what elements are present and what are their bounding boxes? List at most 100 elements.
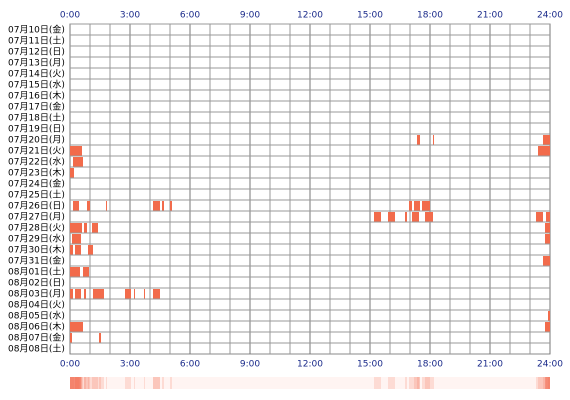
row-label: 07月14日(火)	[8, 69, 65, 80]
activity-segment	[170, 201, 172, 211]
row-label: 07月22日(水)	[8, 156, 65, 168]
summary-segment	[545, 377, 550, 389]
summary-segment	[134, 377, 135, 389]
activity-segment	[548, 311, 550, 321]
activity-segment	[87, 201, 90, 211]
summary-segment	[162, 377, 164, 389]
activity-segment	[134, 289, 135, 299]
activity-segment	[433, 135, 434, 145]
row-label: 08月01日(土)	[8, 266, 65, 278]
summary-segment	[144, 377, 145, 389]
row-label: 07月28日(火)	[8, 223, 65, 234]
row-label: 07月30日(木)	[8, 244, 65, 256]
summary-segment	[83, 377, 89, 389]
activity-segment	[73, 201, 79, 211]
activity-segment	[70, 223, 82, 233]
activity-segment	[83, 267, 89, 277]
row-label: 08月05日(水)	[8, 310, 65, 322]
row-label: 07月12日(日)	[8, 47, 65, 58]
row-label: 07月20日(月)	[8, 135, 65, 146]
summary-segment	[84, 377, 86, 389]
row-label: 07月15日(水)	[8, 79, 65, 91]
activity-segment	[546, 212, 550, 222]
activity-segment	[70, 168, 74, 178]
summary-segment	[545, 377, 550, 389]
summary-segment	[405, 377, 407, 389]
activity-segment	[84, 223, 87, 233]
summary-segment	[70, 377, 73, 389]
summary-segment	[70, 377, 82, 389]
x-tick-label: 12:00	[297, 360, 323, 370]
activity-segment	[72, 234, 81, 244]
row-label: 07月13日(月)	[8, 58, 65, 69]
summary-segment	[70, 377, 82, 389]
row-label: 07月16日(木)	[8, 90, 65, 102]
row-label: 07月21日(火)	[8, 146, 65, 157]
summary-segment	[125, 377, 131, 389]
row-label: 08月06日(木)	[8, 321, 65, 333]
summary-segment	[93, 377, 104, 389]
summary-segment	[425, 377, 433, 389]
activity-segment	[412, 212, 419, 222]
summary-segment	[422, 377, 430, 389]
activity-segment	[75, 289, 81, 299]
summary-segment	[92, 377, 98, 389]
x-tick-label: 0:00	[60, 11, 80, 21]
summary-segment	[70, 377, 74, 389]
activity-segment	[93, 289, 104, 299]
summary-segment	[545, 377, 550, 389]
summary-segment	[543, 377, 550, 389]
summary-segment	[73, 377, 83, 389]
summary-segment	[99, 377, 101, 389]
row-label: 07月26日(日)	[8, 201, 65, 212]
activity-segment	[405, 212, 407, 222]
summary-segment	[88, 377, 93, 389]
activity-segment	[125, 289, 131, 299]
activity-segment	[153, 289, 160, 299]
summary-segment	[546, 377, 550, 389]
activity-segment	[388, 212, 395, 222]
activity-segment	[70, 289, 73, 299]
x-tick-label: 21:00	[477, 11, 503, 21]
activity-segment	[99, 333, 101, 343]
activity-segment	[543, 135, 550, 145]
activity-segment	[538, 146, 550, 156]
summary-segment	[72, 377, 81, 389]
summary-segment	[374, 377, 381, 389]
x-tick-label: 3:00	[120, 360, 140, 370]
summary-segment	[170, 377, 172, 389]
summary-segment	[75, 377, 81, 389]
summary-segment	[412, 377, 419, 389]
activity-segment	[88, 245, 93, 255]
summary-segment	[414, 377, 420, 389]
activity-segment	[422, 201, 430, 211]
row-label: 07月18日(土)	[8, 112, 65, 124]
x-tick-label: 0:00	[60, 360, 80, 370]
activity-segment	[70, 245, 73, 255]
row-label: 07月29日(水)	[8, 233, 65, 245]
activity-segment	[414, 201, 420, 211]
activity-segment	[84, 289, 86, 299]
summary-segment	[70, 377, 72, 389]
summary-segment	[75, 377, 81, 389]
activity-segment	[70, 267, 80, 277]
summary-segment	[417, 377, 420, 389]
summary-segment	[538, 377, 550, 389]
summary-segment	[70, 377, 73, 389]
x-tick-label: 21:00	[477, 360, 503, 370]
x-tick-label: 24:00	[537, 11, 563, 21]
row-label: 08月08日(土)	[8, 343, 65, 355]
row-label: 07月17日(金)	[8, 101, 65, 113]
summary-segment	[543, 377, 550, 389]
activity-segment	[162, 201, 164, 211]
summary-segment	[536, 377, 543, 389]
summary-segment	[153, 377, 160, 389]
activity-segment	[70, 333, 72, 343]
activity-segment	[545, 234, 550, 244]
row-label: 07月31日(金)	[8, 255, 65, 267]
x-tick-label: 24:00	[537, 360, 563, 370]
x-tick-label: 15:00	[357, 360, 383, 370]
x-tick-label: 18:00	[417, 11, 443, 21]
row-label: 08月07日(金)	[8, 332, 65, 344]
